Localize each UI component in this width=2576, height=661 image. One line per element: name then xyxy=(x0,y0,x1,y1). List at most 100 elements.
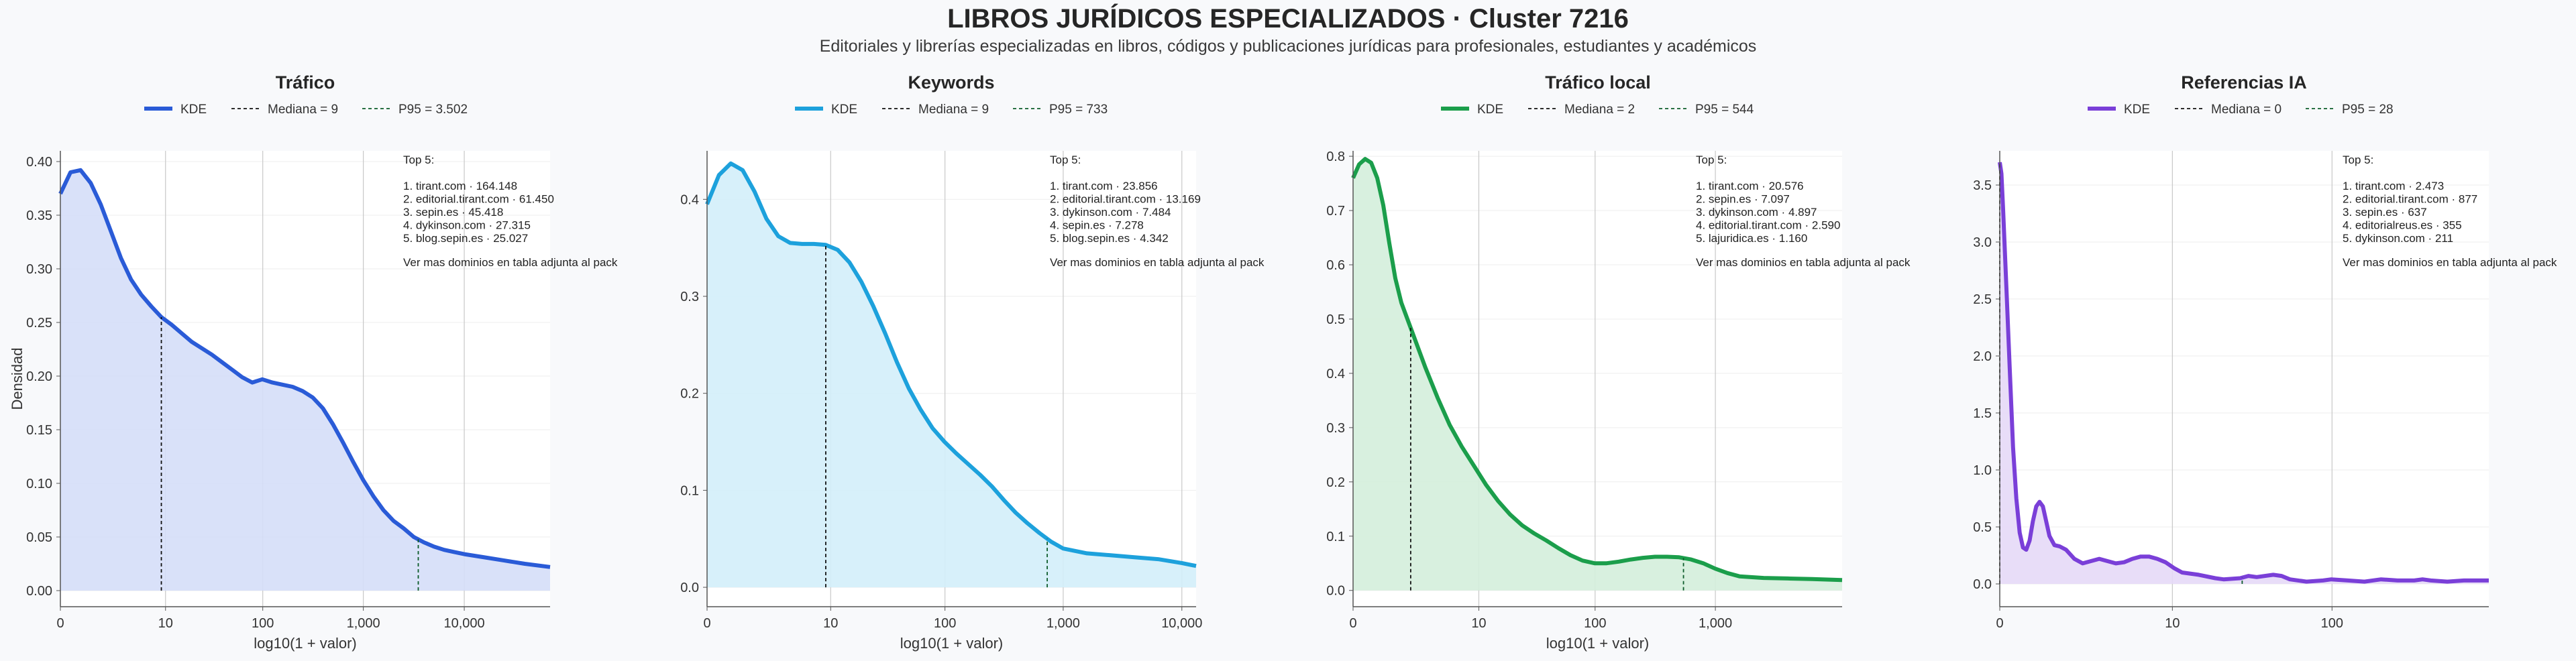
panel-3-y-tick-label: 0.7 xyxy=(1326,204,1345,219)
panel-4-y-tick-label: 1.5 xyxy=(1973,406,1992,421)
panel-2-y-tick-label: 0.0 xyxy=(680,581,699,595)
panel-1-y-axis-label: Densidad xyxy=(9,348,25,410)
panel-1-top5-item: 2. editorial.tirant.com · 61.450 xyxy=(403,193,554,206)
panel-1-top5-item: 5. blog.sepin.es · 25.027 xyxy=(403,232,528,245)
panel-4-top5-item: 3. sepin.es · 637 xyxy=(2343,206,2427,219)
panel-3-top5-item: 5. lajuridica.es · 1.160 xyxy=(1696,232,1807,245)
panel-4-y-tick-label: 2.5 xyxy=(1973,292,1992,307)
panel-3-top5-item: 4. editorial.tirant.com · 2.590 xyxy=(1696,219,1840,232)
panel-3-x-tick-label: 0 xyxy=(1349,616,1356,631)
panel-1-x-tick-label: 10 xyxy=(158,616,173,631)
panel-2-x-tick-label: 100 xyxy=(934,616,956,631)
panel-3-legend-kde: KDE xyxy=(1477,103,1503,117)
panel-4-legend-p95: P95 = 28 xyxy=(2342,103,2394,117)
panel-4-title: Referencias IA xyxy=(2181,72,2307,93)
page-title: LIBROS JURÍDICOS ESPECIALIZADOS · Cluste… xyxy=(947,4,1629,34)
panel-3-x-axis-label: log10(1 + valor) xyxy=(1546,635,1649,652)
panel-3-kde-area xyxy=(1353,159,1842,591)
panel-4-legend-kde: KDE xyxy=(2124,103,2150,117)
panel-2-top5-item: 3. dykinson.com · 7.484 xyxy=(1050,206,1171,219)
panel-2-y-tick-label: 0.1 xyxy=(680,483,699,498)
panel-4-y-tick-label: 3.0 xyxy=(1973,235,1992,250)
panel-3-legend-median: Mediana = 2 xyxy=(1564,103,1635,117)
panel-4-top5-item: 4. editorialreus.es · 355 xyxy=(2343,219,2462,232)
panel-2-note: Ver mas dominios en tabla adjunta al pac… xyxy=(1050,256,1265,269)
panel-4-y-tick-label: 3.5 xyxy=(1973,178,1992,193)
panel-4-plot-area xyxy=(2000,151,2489,607)
panel-4-y-tick-label: 0.0 xyxy=(1973,577,1992,592)
panel-4-top5-title: Top 5: xyxy=(2343,154,2373,166)
panel-2-kde-line xyxy=(705,161,1197,568)
panel-3-top5-item: 3. dykinson.com · 4.897 xyxy=(1696,206,1817,219)
panel-3-x-tick-label: 1,000 xyxy=(1699,616,1732,631)
panel-1-x-axis-label: log10(1 + valor) xyxy=(254,635,356,652)
panel-3-y-tick-label: 0.2 xyxy=(1326,475,1345,490)
panel-2-kde-area xyxy=(707,163,1196,588)
panel-3-top5-item: 1. tirant.com · 20.576 xyxy=(1696,180,1804,192)
panel-4-top5-item: 1. tirant.com · 2.473 xyxy=(2343,180,2444,192)
panel-3-kde-line xyxy=(1351,157,1843,583)
panel-1-title: Tráfico xyxy=(276,72,335,93)
panel-3-y-tick-label: 0.6 xyxy=(1326,258,1345,273)
panel-1-top5-title: Top 5: xyxy=(403,154,434,166)
panel-1-x-tick-label: 100 xyxy=(252,616,274,631)
panel-4-x-tick-label: 10 xyxy=(2165,616,2180,631)
panel-2-x-tick-label: 1,000 xyxy=(1046,616,1080,631)
panel-2-x-tick-label: 0 xyxy=(703,616,710,631)
panel-2-top5-title: Top 5: xyxy=(1050,154,1081,166)
panel-1-kde-area xyxy=(60,170,550,591)
panel-1-x-tick-label: 10,000 xyxy=(443,616,484,631)
panel-3-y-tick-label: 0.8 xyxy=(1326,149,1345,164)
panel-1-top5-item: 1. tirant.com · 164.148 xyxy=(403,180,517,192)
panel-2-y-tick-label: 0.3 xyxy=(680,290,699,304)
panel-1-legend-p95: P95 = 3.502 xyxy=(398,103,468,117)
panel-3-top5-item: 2. sepin.es · 7.097 xyxy=(1696,193,1790,206)
panel-1-top5-item: 3. sepin.es · 45.418 xyxy=(403,206,503,219)
panel-3-y-tick-label: 0.1 xyxy=(1326,530,1345,544)
panel-2-legend-kde: KDE xyxy=(831,103,857,117)
panel-2-x-tick-label: 10 xyxy=(823,616,838,631)
panel-2-top5-item: 4. sepin.es · 7.278 xyxy=(1050,219,1144,232)
panel-1-y-tick-label: 0.40 xyxy=(26,155,52,170)
panel-1-y-tick-label: 0.05 xyxy=(26,530,52,545)
panel-3-y-tick-label: 0.3 xyxy=(1326,421,1345,436)
panel-4-legend-median: Mediana = 0 xyxy=(2211,103,2282,117)
panel-3-note: Ver mas dominios en tabla adjunta al pac… xyxy=(1696,256,1911,269)
panel-1-y-tick-label: 0.25 xyxy=(26,316,52,330)
panel-3-x-tick-label: 100 xyxy=(1584,616,1606,631)
panel-2-x-tick-label: 10,000 xyxy=(1161,616,1202,631)
panel-1-y-tick-label: 0.10 xyxy=(26,477,52,491)
panel-1-y-tick-label: 0.15 xyxy=(26,423,52,438)
panel-2-legend-p95: P95 = 733 xyxy=(1049,103,1108,117)
panel-2-top5-item: 5. blog.sepin.es · 4.342 xyxy=(1050,232,1169,245)
panel-4-top5-item: 2. editorial.tirant.com · 877 xyxy=(2343,193,2477,206)
panel-4-note: Ver mas dominios en tabla adjunta al pac… xyxy=(2343,256,2557,269)
panel-2-y-tick-label: 0.2 xyxy=(680,387,699,402)
panel-3-x-tick-label: 10 xyxy=(1471,616,1486,631)
panel-4-x-tick-label: 0 xyxy=(1996,616,2003,631)
panel-3-y-tick-label: 0.5 xyxy=(1326,312,1345,327)
panel-2-y-tick-label: 0.4 xyxy=(680,192,699,207)
panel-4-top5-item: 5. dykinson.com · 211 xyxy=(2343,232,2453,245)
panel-1-note: Ver mas dominios en tabla adjunta al pac… xyxy=(403,256,618,269)
panel-1-y-tick-label: 0.35 xyxy=(26,208,52,223)
panel-3-y-tick-label: 0.4 xyxy=(1326,367,1345,381)
panel-2-top5-item: 2. editorial.tirant.com · 13.169 xyxy=(1050,193,1201,206)
panel-1-y-tick-label: 0.00 xyxy=(26,584,52,599)
panel-1-legend-median: Mediana = 9 xyxy=(268,103,338,117)
panel-2-title: Keywords xyxy=(908,72,994,93)
panel-4-x-tick-label: 100 xyxy=(2321,616,2343,631)
panel-2-legend-median: Mediana = 9 xyxy=(918,103,989,117)
panel-4-kde-line xyxy=(1998,162,2489,584)
panel-1-kde-line xyxy=(58,168,551,569)
panel-1-top5-item: 4. dykinson.com · 27.315 xyxy=(403,219,531,232)
panel-3-top5-title: Top 5: xyxy=(1696,154,1727,166)
panel-3-y-tick-label: 0.0 xyxy=(1326,584,1345,599)
panel-1-x-tick-label: 0 xyxy=(56,616,64,631)
panel-2-top5-item: 1. tirant.com · 23.856 xyxy=(1050,180,1158,192)
panel-4-y-tick-label: 2.0 xyxy=(1973,349,1992,364)
panel-1-legend-kde: KDE xyxy=(180,103,207,117)
panel-4-kde-area xyxy=(2000,162,2489,584)
page-subtitle: Editoriales y librerías especializadas e… xyxy=(819,37,1757,56)
